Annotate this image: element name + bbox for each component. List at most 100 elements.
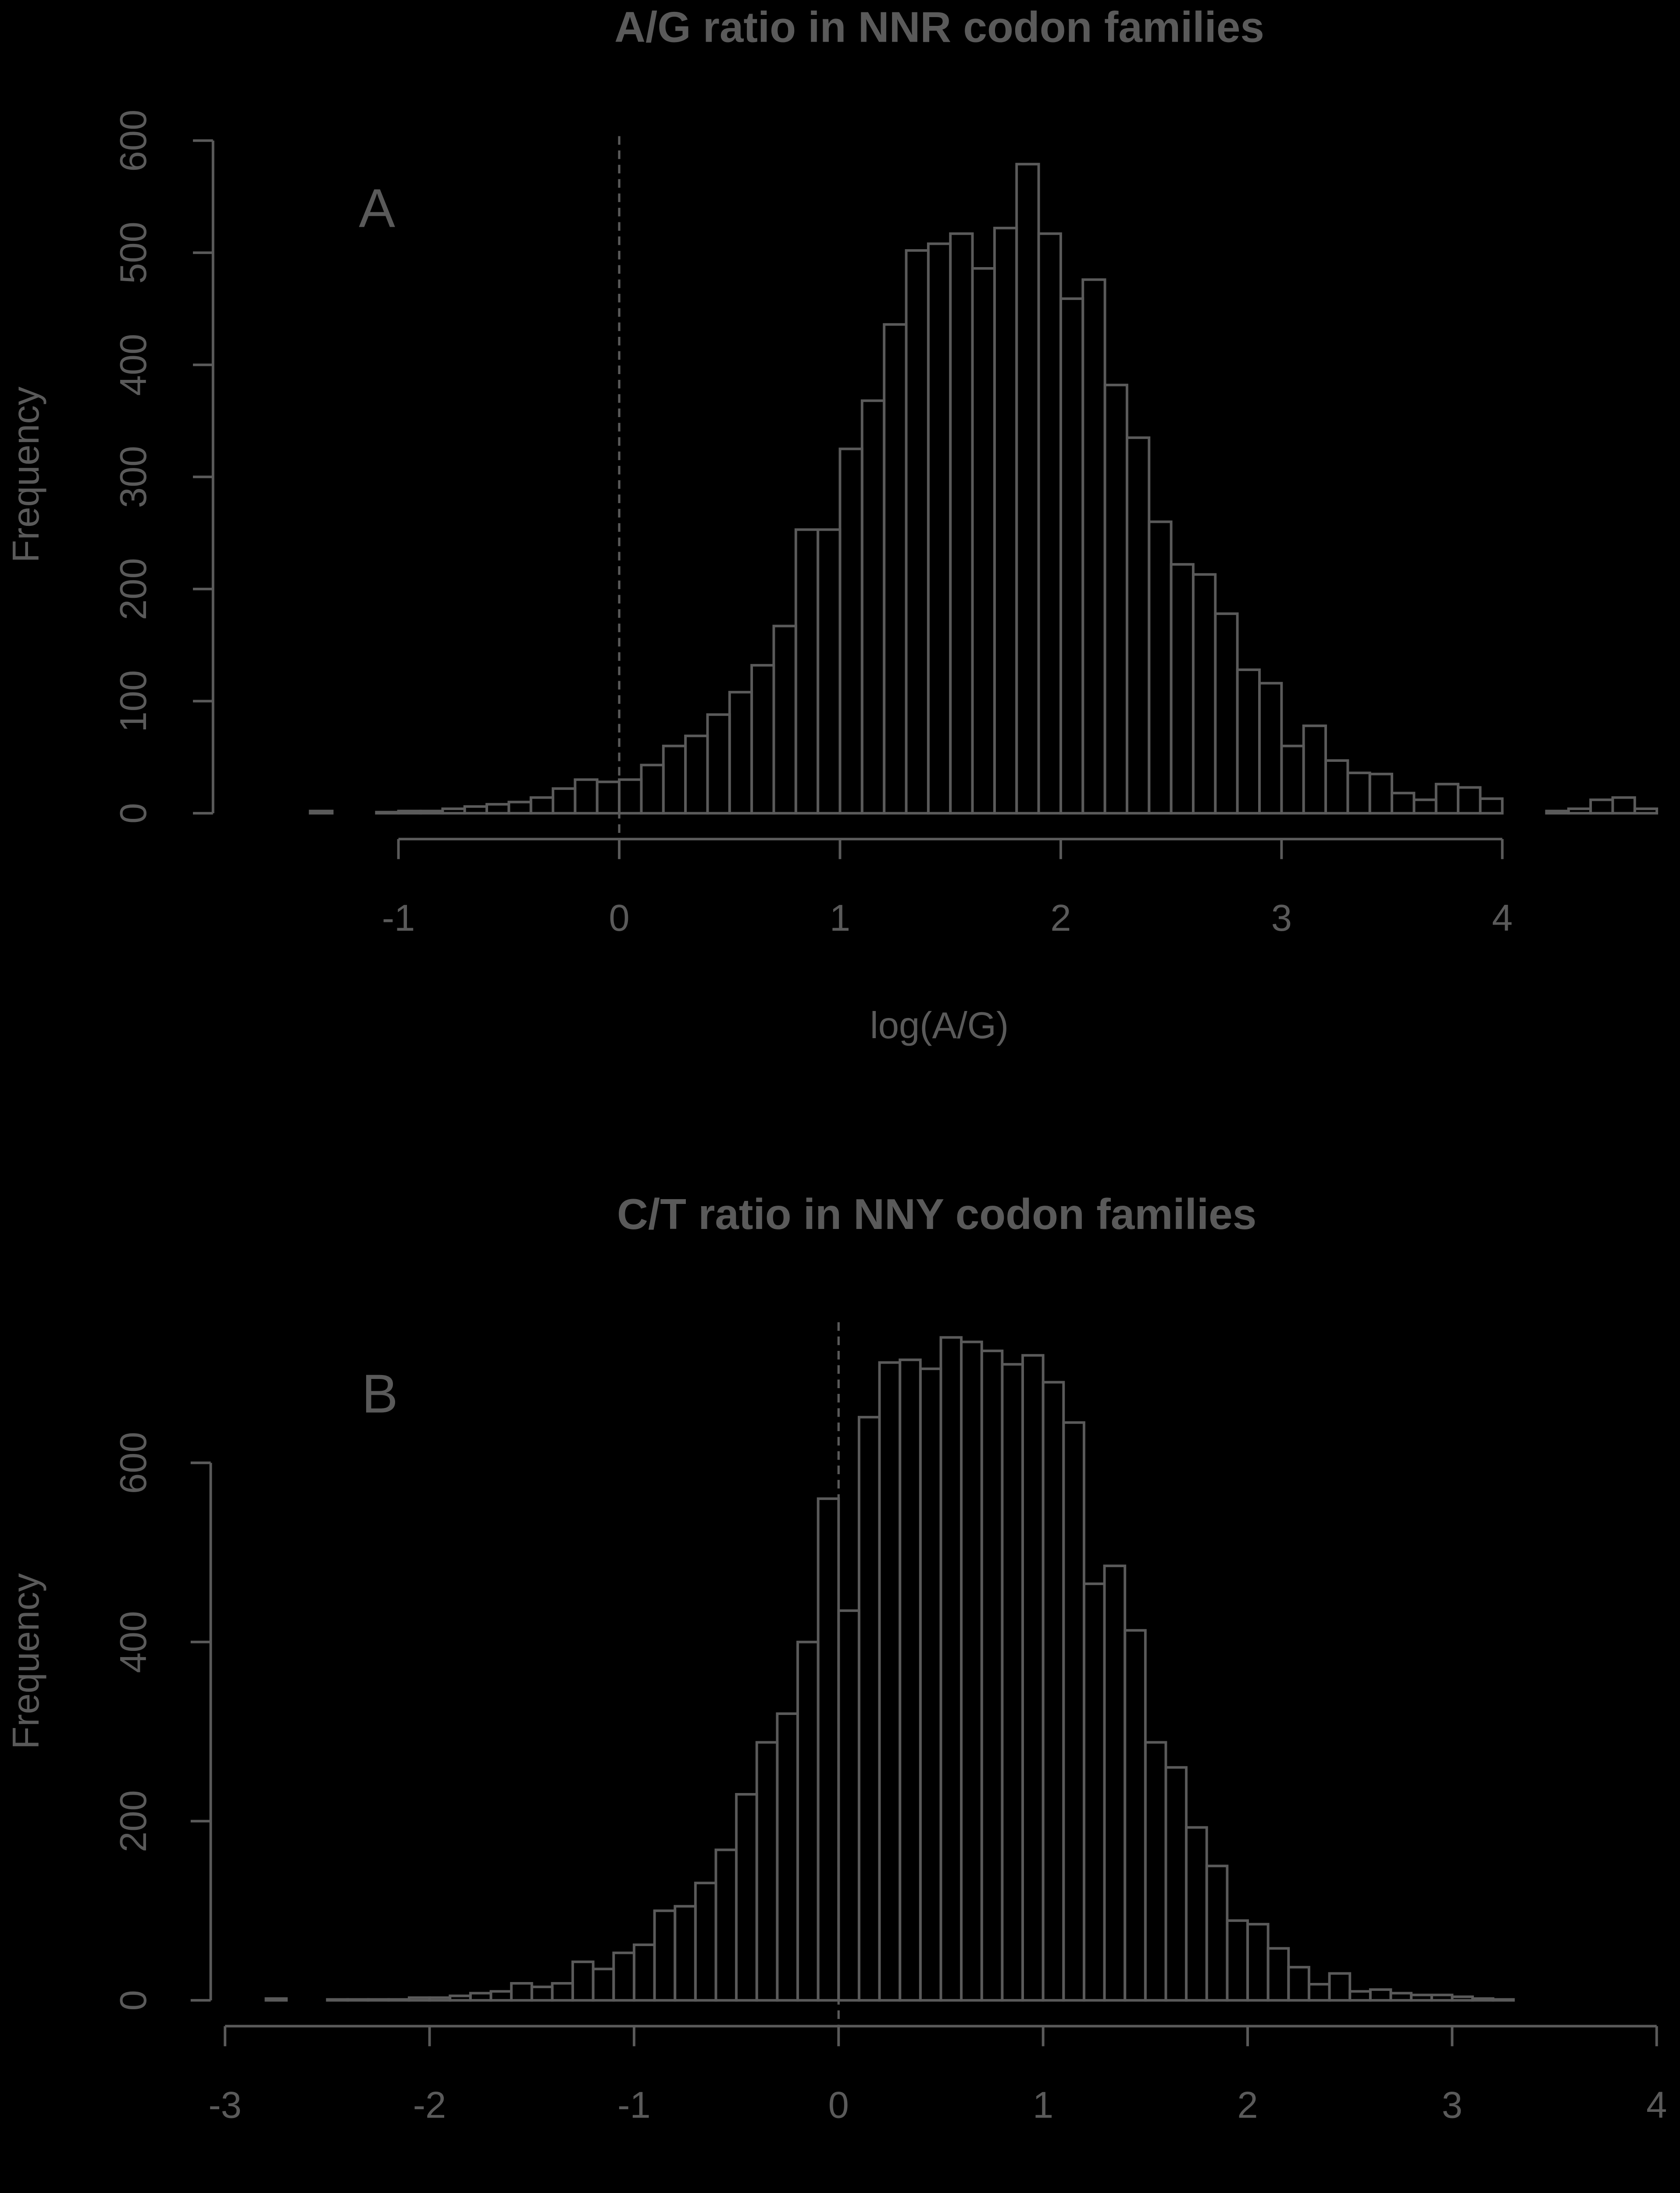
bar: [1479, 797, 1504, 815]
bar: [735, 1793, 758, 2002]
bar: [449, 1994, 472, 2002]
bar: [755, 1741, 779, 2002]
bar: [883, 323, 908, 815]
bar: [1324, 759, 1349, 815]
bar: [309, 810, 334, 815]
bar: [1037, 232, 1062, 815]
bar: [1457, 786, 1482, 815]
bar: [1236, 668, 1261, 815]
bar: [551, 1982, 574, 2002]
bar: [1348, 1990, 1372, 2002]
bar: [592, 1968, 615, 2002]
x-tick-label: 2: [1050, 897, 1071, 939]
bar: [1567, 807, 1592, 815]
y-tick-label: 200: [113, 558, 154, 620]
bar: [1346, 771, 1371, 815]
bar: [817, 1497, 840, 2002]
chart-title: C/T ratio in NNY codon families: [617, 1190, 1256, 1238]
y-tick-label: 600: [113, 1432, 154, 1494]
x-tick-label: 4: [1646, 2084, 1667, 2126]
bar: [728, 691, 753, 815]
bar: [919, 1367, 942, 2002]
bar: [1226, 1919, 1249, 2002]
bar: [980, 1350, 1004, 2002]
bar: [960, 1340, 983, 2002]
bar: [1633, 807, 1659, 815]
bar: [662, 744, 687, 815]
bar: [1302, 724, 1327, 815]
bar: [1368, 772, 1394, 815]
bar: [1287, 1966, 1310, 2002]
bar: [596, 780, 621, 815]
bar: [1389, 1992, 1413, 2002]
bar: [1170, 563, 1195, 815]
bar: [571, 1960, 595, 2002]
bar: [684, 734, 709, 815]
bar: [653, 1909, 677, 2002]
bar: [1589, 798, 1614, 815]
bar: [878, 1361, 902, 2002]
bar: [1185, 1826, 1208, 2002]
bar: [1021, 1354, 1045, 2002]
bar: [1205, 1864, 1229, 2002]
x-tick-label: 3: [1442, 2084, 1462, 2126]
bar: [776, 1712, 799, 2002]
bar: [1391, 792, 1416, 815]
y-tick-label: 300: [113, 446, 154, 508]
bar: [264, 1997, 288, 2002]
bar: [857, 1416, 881, 2002]
x-tick-label: -1: [382, 897, 415, 939]
bar: [838, 447, 863, 815]
bar: [1081, 278, 1106, 815]
bar: [1246, 1923, 1270, 2002]
x-tick-label: 1: [1033, 2084, 1053, 2126]
bar: [949, 232, 974, 815]
bar: [407, 1996, 431, 2002]
bar: [1471, 1997, 1495, 2002]
bar: [489, 1990, 513, 2002]
bar: [1103, 383, 1128, 815]
bar: [441, 807, 466, 815]
bar: [1258, 682, 1283, 815]
bar: [1164, 1766, 1188, 2002]
bar: [618, 778, 643, 815]
x-tick-label: 2: [1237, 2084, 1258, 2126]
bar: [530, 1986, 554, 2002]
bar: [1214, 612, 1239, 815]
bar: [463, 805, 488, 815]
bar: [1042, 1381, 1065, 2002]
bar: [428, 1996, 452, 2002]
bar: [1125, 436, 1151, 815]
bar: [993, 226, 1018, 815]
bar: [750, 664, 775, 815]
x-axis-label: log(C/T): [870, 2192, 1004, 2193]
bar: [1015, 163, 1040, 815]
y-tick-label: 400: [113, 1611, 154, 1673]
bar: [1410, 1993, 1433, 2002]
bar: [772, 625, 797, 815]
x-tick-label: 0: [609, 897, 629, 939]
bar: [1430, 1993, 1454, 2002]
bar: [574, 778, 599, 815]
bar: [485, 803, 510, 815]
bar: [905, 249, 930, 815]
bar: [1082, 1582, 1106, 2002]
bar: [1451, 1995, 1474, 2002]
y-tick-label: 0: [113, 803, 154, 824]
bar: [1103, 1564, 1127, 2002]
bar: [1545, 810, 1570, 815]
bar: [640, 764, 665, 815]
bar: [375, 811, 400, 815]
bar: [1059, 297, 1084, 815]
panel-label: A: [359, 178, 395, 239]
bar: [1062, 1421, 1085, 2002]
bar: [1148, 520, 1173, 815]
x-axis-label: log(A/G): [870, 1005, 1009, 1046]
y-axis-label: Frequency: [5, 1573, 47, 1749]
bar: [1192, 573, 1217, 815]
bar: [469, 1992, 492, 2002]
bar: [860, 399, 886, 815]
bar: [837, 1609, 860, 2002]
